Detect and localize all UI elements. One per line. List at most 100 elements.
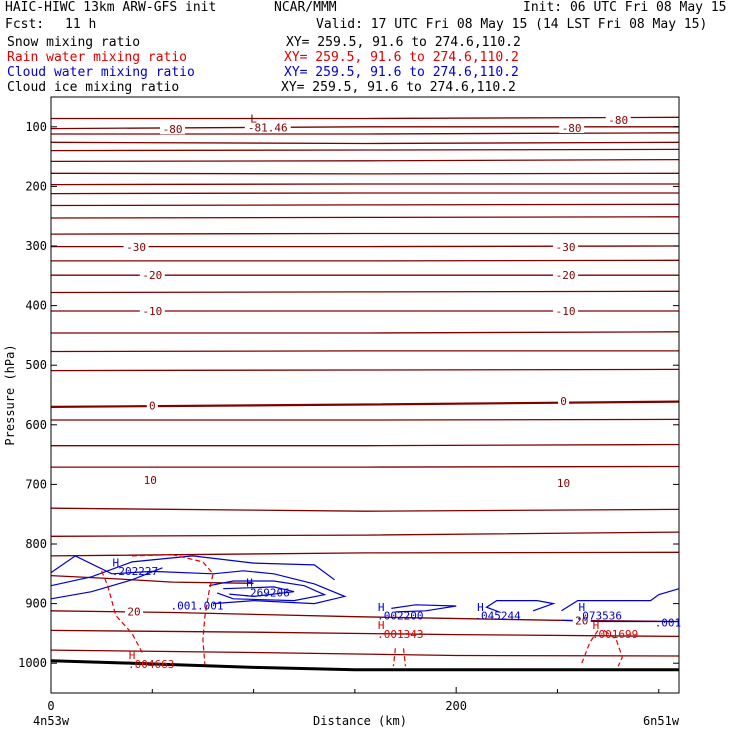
legend-cloud-ice-label: Cloud ice mixing ratio [7,80,180,95]
isotherm-label-bg [554,476,573,489]
x-start-location: 4n53w [33,714,70,728]
y-tick-label: 800 [25,537,47,551]
extremum-value: .001.001 [171,599,224,612]
isotherm-line [50,192,679,195]
cloud-water-contour [50,555,347,605]
isotherm-line [50,551,680,557]
isotherm-label: 10 [557,477,570,490]
isotherm-label: -10 [556,305,576,318]
isotherm-label: -80 [608,114,628,127]
init-time: Init: 06 UTC Fri 08 May 15 [523,0,727,15]
y-tick-label: 400 [25,299,47,313]
cloud-water-contour [223,586,295,598]
isotherm-label-bg [553,268,579,281]
extremum-marker: H [129,649,136,662]
legend-rain-xy: XY= 259.5, 91.6 to 274.6,110.2 [284,50,519,65]
isotherm-line [51,259,680,262]
rain-water-contour [392,648,396,667]
extremum-value: .004663 [128,658,174,671]
moisture-contours [50,554,680,667]
extremum-value: .001699 [592,628,638,641]
cloud-water-contour [50,555,335,587]
rain-water-contour [101,570,143,653]
rain-water-contour [603,629,623,667]
isotherm-line [50,216,680,219]
isotherm-label-bg [559,120,585,133]
isotherm-line [50,574,254,584]
extremum-value: .002200 [377,610,423,623]
cloud-water-contour [485,599,556,614]
isotherm-label-bg [123,240,149,253]
isotherm-line [50,183,679,186]
isotherm-line [50,507,680,512]
extremum-value: .045244 [474,610,521,623]
isotherm-line [50,203,680,207]
isotherm-label: -80 [562,122,582,135]
extremum-marker: H [477,601,484,614]
isotherm-label-bg [141,473,160,486]
valid-time: Valid: 17 UTC Fri 08 May 15 (14 LST Fri … [316,17,708,32]
isotherm-line [51,465,680,468]
isotherm-line [50,368,680,372]
isotherm-label: 20 [575,614,588,627]
extremum-marker: H [113,556,120,569]
isotherm-label: 20 [127,605,140,618]
isotherm-label: -20 [556,269,576,282]
isotherm-line [50,400,680,408]
isotherm-label: -30 [126,241,146,254]
rain-water-contour [131,554,214,667]
extremum-value: .269206 [243,586,289,599]
isotherm-label: 0 [560,395,567,408]
isotherm-line [50,290,680,294]
isotherm-label: -80 [163,123,183,136]
y-tick-label: 100 [25,120,47,134]
extremum-marker: H [378,619,385,632]
forecast-label: Fcst: [5,17,45,32]
isotherm-label: 10 [144,474,157,487]
isotherm-label-bg [553,240,579,253]
plot-frame [50,96,680,694]
isotherm-line [51,331,680,334]
isotherm-line [50,350,679,353]
isotherm-line [50,649,680,657]
isotherm-label-bg [244,120,291,133]
extremum-marker: H [578,601,585,614]
terrain-line [50,659,679,672]
y-tick-label: 900 [25,597,47,611]
x-end-location: 6n51w [643,714,680,728]
isotherm-line [50,232,679,235]
model-title: HAIC-HIWC 13km ARW-GFS init [5,0,217,15]
isotherm-line [50,141,680,145]
isotherm-label-bg [139,268,165,281]
extremum-value: .073536 [576,610,622,623]
y-tick-label: 300 [25,239,47,253]
x-tick-label: 200 [445,699,467,713]
center-label: NCAR/MMM [274,0,337,15]
cloud-water-contour [50,567,163,600]
cloud-water-contour [391,604,457,613]
extremum-marker: H [378,601,385,614]
extremum-value: .202227 [112,565,158,578]
extremum-marker: H [593,619,600,632]
plot-border [50,96,680,694]
surface-line [50,659,679,672]
isotherm-line [51,443,680,447]
rain-water-contour [402,648,407,667]
isotherm-label-bg [572,613,591,626]
legend-snow-xy: XY= 259.5, 91.6 to 274.6,110.2 [286,35,521,50]
x-tick-label: 0 [47,699,54,713]
temperature-contours [50,116,680,657]
isotherm-line [50,531,680,537]
cloud-water-contour [208,580,327,602]
isotherm-line [51,116,680,120]
isotherm-label-bg [553,303,579,316]
isotherm-line [50,126,679,130]
extremum-marker: H [246,577,253,590]
y-axis-title: Pressure (hPa) [3,344,17,445]
isotherm-line [50,629,680,638]
y-tick-label: 200 [25,179,47,193]
extremum-marker: L [250,112,257,125]
rain-water-contour [581,630,599,664]
